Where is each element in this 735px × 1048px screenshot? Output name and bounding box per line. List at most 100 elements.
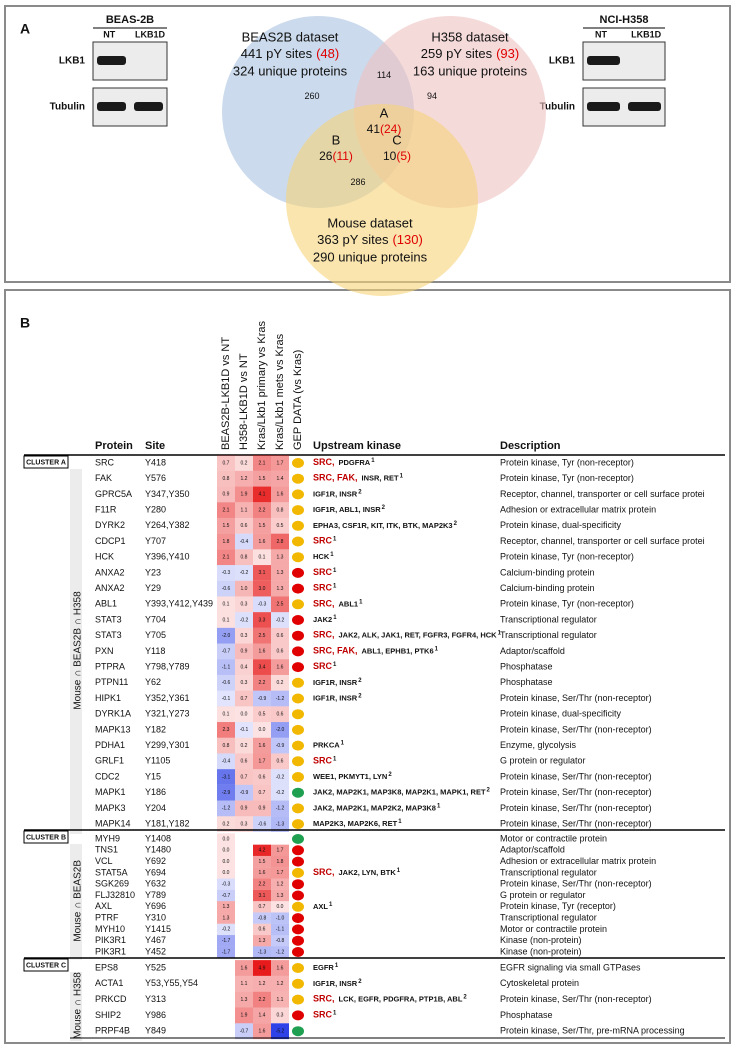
upstream-kinase-part: 1 [333, 536, 337, 542]
heat-value: 1.2 [241, 476, 248, 482]
upstream-kinase: SRC, LCK, EGFR, PDGFRA, PTP1B, ABL2 [313, 994, 467, 1004]
upstream-kinase: EGFR1 [313, 963, 339, 972]
heat-cell [271, 855, 289, 868]
upstream-kinase-part: 2 [454, 520, 458, 526]
cluster-side [70, 972, 82, 1042]
description: Cytoskeletal protein [500, 978, 579, 988]
upstream-kinase: IGF1R, INSR2 [313, 978, 362, 987]
gep-marker [292, 473, 304, 484]
cluster-name: CLUSTER A [26, 459, 66, 466]
heat-cell [253, 533, 271, 550]
site: Y632 [145, 879, 166, 889]
heat-cell [217, 737, 235, 754]
heat-value: -2.0 [222, 633, 231, 639]
heat-value: 3.4 [259, 664, 266, 670]
heat-value: 1.6 [259, 539, 266, 545]
heat-value: 0.2 [241, 460, 248, 466]
upstream-kinase: SRC1 [313, 1010, 337, 1020]
site: Y467 [145, 935, 166, 945]
heat-value: -0.9 [276, 743, 285, 749]
region-count: 114 [377, 70, 391, 80]
heat-value: 1.7 [277, 460, 284, 466]
heat-value: -1.3 [258, 949, 267, 955]
description: Protein kinase, Ser/Thr (non-receptor) [500, 803, 652, 813]
cluster-label: Mouse ∩ BEAS2B ∩ H358 [73, 591, 84, 710]
upstream-kinase-part: JAK2, MAP2K1, MAP3K8, MAP2K1, MAPK1, RET [313, 788, 486, 797]
heat-value: 4.1 [259, 492, 266, 498]
heat-cell [253, 844, 271, 856]
upstream-kinase-part: PRKCA [313, 741, 340, 750]
gep-marker [292, 890, 304, 901]
heat-value: 1.7 [277, 870, 284, 876]
upstream-kinase-part: SRC, FAK, [313, 473, 358, 483]
heat-value: 1.3 [259, 938, 266, 944]
heat-cell [253, 1023, 271, 1040]
heat-cell [271, 912, 289, 924]
heat-value: 3.1 [259, 893, 266, 899]
heat-value: 0.8 [241, 555, 248, 561]
protein: AXL [95, 901, 112, 911]
site: Y789 [145, 890, 166, 900]
set-name: BEAS2B dataset [242, 29, 339, 44]
heat-cell [235, 455, 253, 471]
upstream-kinase: SRC, FAK, INSR, RET1 [313, 473, 404, 483]
upstream-kinase-part: SRC, FAK, [313, 646, 358, 656]
heat-cell [235, 960, 253, 976]
rotated-header: H358-LKB1D vs NT [238, 353, 250, 450]
protein: MAPK14 [95, 818, 131, 828]
site: Y23 [145, 567, 161, 577]
heat-cell [253, 674, 271, 691]
set-proteins: 163 unique proteins [413, 63, 528, 78]
blot-row-label: Tubulin [50, 102, 85, 113]
heat-cell [253, 486, 271, 503]
protein: MYH10 [95, 924, 125, 934]
heat-cell [253, 470, 271, 487]
upstream-kinase-part: 1 [400, 473, 404, 479]
description: Protein kinase, dual-specificity [500, 520, 622, 530]
upstream-kinase: EPHA3, CSF1R, KIT, ITK, BTK, MAP2K32 [313, 520, 458, 529]
protein: ANXA2 [95, 583, 125, 593]
site: Y1480 [145, 845, 171, 855]
gep-marker [292, 583, 304, 594]
region-count-part: (5) [396, 149, 411, 163]
heat-cell [253, 800, 271, 817]
heat-cell [271, 769, 289, 785]
upstream-kinase-part: SRC, [313, 599, 335, 609]
heat-value: -0.7 [222, 893, 231, 899]
protein: HCK [95, 552, 114, 562]
heat-cell [271, 1007, 289, 1024]
region-label: B [332, 132, 341, 147]
upstream-kinase-part: MAP2K3, MAP2K6, RET [313, 819, 398, 828]
protein: FAK [95, 473, 112, 483]
site: Y705 [145, 630, 166, 640]
gep-marker [292, 924, 304, 935]
description: G protein or regulator [500, 890, 586, 900]
heat-value: 1.2 [277, 981, 284, 987]
heat-value: 0.0 [259, 727, 266, 733]
heat-cell [271, 706, 289, 723]
upstream-kinase: SRC, FAK, ABL1, EPHB1, PTK61 [313, 646, 439, 656]
upstream-kinase-part: 1 [333, 583, 337, 589]
heat-value: 1.3 [277, 893, 284, 899]
site: Y396,Y410 [145, 552, 190, 562]
region-count: 10(5) [383, 149, 411, 163]
gep-marker [292, 615, 304, 625]
col-header: Upstream kinase [313, 440, 401, 452]
heat-value: -0.9 [258, 696, 267, 702]
upstream-kinase: PRKCA1 [313, 740, 345, 749]
protein: GPRC5A [95, 489, 132, 499]
site: Y347,Y350 [145, 489, 190, 499]
site: Y264,Y382 [145, 520, 190, 530]
description: Protein kinase, Ser/Thr (non-receptor) [500, 787, 652, 797]
lane-label: LKB1D [631, 29, 662, 39]
heat-value: 1.3 [277, 586, 284, 592]
upstream-kinase: AXL1 [313, 901, 333, 910]
upstream-kinase: SRC1 [313, 756, 337, 766]
upstream-kinase-part: JAK2, MAP2K1, MAP2K2, MAP3K8 [313, 803, 436, 812]
heat-value: 0.0 [223, 870, 230, 876]
heat-value: 0.3 [241, 602, 248, 608]
description: Protein kinase, Tyr (non-receptor) [500, 599, 634, 609]
upstream-kinase: SRC, ABL11 [313, 599, 363, 609]
heat-cell [235, 991, 253, 1008]
description: Protein kinase, Ser/Thr, pre-mRNA proces… [500, 1026, 685, 1036]
